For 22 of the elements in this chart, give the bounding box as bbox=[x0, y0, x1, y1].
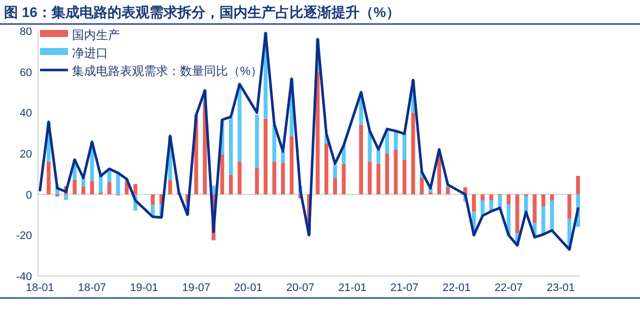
x-tick-label: 20-01 bbox=[234, 282, 262, 294]
y-tick-label: 0 bbox=[26, 189, 32, 202]
legend-label: 国内生产 bbox=[72, 28, 120, 42]
x-tick-label: 18-07 bbox=[78, 282, 106, 294]
x-tick-label: 18-01 bbox=[26, 282, 54, 294]
y-tick-label: 80 bbox=[20, 26, 32, 38]
y-tick-label: 20 bbox=[20, 148, 32, 160]
x-tick-label: 19-01 bbox=[130, 282, 158, 294]
y-tick-label: -40 bbox=[16, 271, 32, 283]
chart-title: 图 16：集成电路的表观需求拆分，国内生产占比逐渐提升（%） bbox=[4, 4, 400, 20]
y-tick-label: -20 bbox=[16, 230, 32, 242]
legend-label: 净进口 bbox=[72, 46, 108, 60]
x-tick-label: 21-07 bbox=[390, 282, 419, 294]
x-tick-label: 22-07 bbox=[494, 282, 523, 294]
x-tick-label: 19-07 bbox=[182, 282, 210, 294]
x-tick-label: 20-07 bbox=[286, 282, 314, 294]
x-tick-label: 23-01 bbox=[546, 282, 575, 294]
x-tick-label: 22-01 bbox=[442, 282, 471, 294]
y-tick-label: 40 bbox=[20, 108, 32, 120]
x-tick-label: 21-01 bbox=[338, 282, 366, 294]
legend-label: 集成电路表观需求：数量同比（%） bbox=[72, 64, 263, 78]
y-tick-label: 60 bbox=[20, 66, 32, 79]
